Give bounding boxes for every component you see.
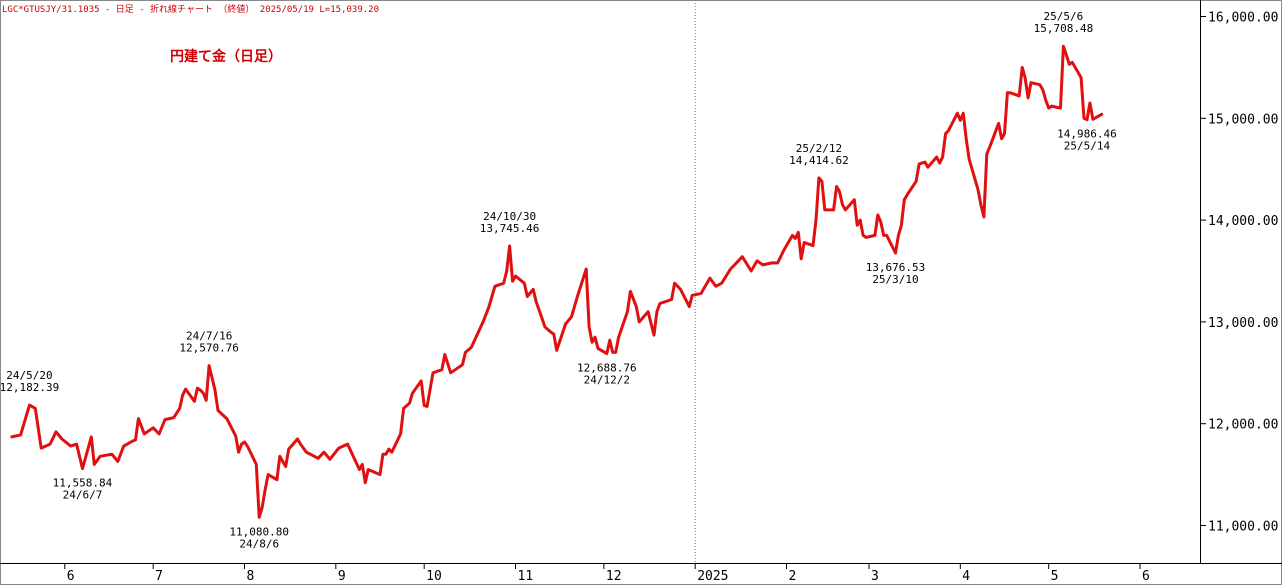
x-tick-label: 3 — [871, 569, 879, 584]
y-tick-label: 12,000.00 — [1208, 418, 1278, 433]
price-line — [10, 44, 1104, 519]
series-layer — [10, 44, 1104, 519]
x-tick-label: 4 — [962, 569, 970, 584]
y-tick-label: 14,000.00 — [1208, 214, 1278, 229]
annotation-text: 24/6/7 — [63, 489, 103, 502]
annotation-text: 25/2/12 — [796, 142, 842, 155]
annotation-text: 14,414.62 — [789, 154, 849, 167]
y-tick-label: 15,000.00 — [1208, 112, 1278, 127]
annotation-text: 24/5/20 — [6, 369, 52, 382]
annotation-text: 12,570.76 — [179, 342, 239, 355]
peak-trough-annotation: 25/5/615,708.48 — [1034, 10, 1094, 35]
annotation-text: 14,986.46 — [1057, 128, 1117, 141]
annotation-text: 12,688.76 — [577, 362, 637, 375]
annotation-text: 11,080.80 — [229, 525, 289, 538]
chart-header-info: LGC*GTUSJY/31.1035 - 日足 - 折れ線チャート （終値） 2… — [2, 5, 379, 15]
annotations-layer: 24/5/2012,182.3911,558.8424/6/724/7/1612… — [0, 10, 1117, 550]
x-tick-label: 5 — [1051, 569, 1059, 584]
annotation-text: 24/7/16 — [186, 330, 232, 343]
x-tick-label: 6 — [67, 569, 75, 584]
x-tick-label: 2 — [789, 569, 797, 584]
annotation-text: 25/5/14 — [1064, 140, 1111, 153]
annotation-text: 25/5/6 — [1044, 10, 1084, 23]
x-tick-label: 9 — [338, 569, 346, 584]
annotation-text: 12,182.39 — [0, 381, 59, 394]
y-tick-label: 16,000.00 — [1208, 11, 1278, 26]
x-tick-label: 12 — [606, 569, 622, 584]
annotation-text: 24/8/6 — [239, 537, 279, 550]
y-tick-label: 13,000.00 — [1208, 316, 1278, 331]
annotation-text: 11,558.84 — [53, 477, 113, 490]
x-tick-label: 11 — [518, 569, 534, 584]
chart-title: 円建て金（日足） — [170, 49, 282, 65]
annotation-text: 15,708.48 — [1034, 22, 1094, 35]
annotation-text: 24/12/2 — [584, 374, 630, 387]
x-axis: 6 7 8 9 10 11 12 2025 2 3 4 5 6 — [64, 563, 1150, 584]
x-tick-label: 7 — [155, 569, 163, 584]
y-axis: 11,000.00 12,000.00 13,000.00 14,000.00 15,0… — [1200, 11, 1278, 535]
y-tick-label: 11,000.00 — [1208, 520, 1278, 535]
annotation-text: 13,745.46 — [480, 222, 540, 235]
x-tick-label: 10 — [426, 569, 442, 584]
x-tick-label: 6 — [1142, 569, 1150, 584]
annotation-text: 13,676.53 — [866, 261, 926, 274]
annotation-text: 24/10/30 — [483, 210, 536, 223]
x-tick-label: 2025 — [697, 569, 728, 584]
x-tick-label: 8 — [246, 569, 254, 584]
annotation-text: 25/3/10 — [872, 273, 918, 286]
